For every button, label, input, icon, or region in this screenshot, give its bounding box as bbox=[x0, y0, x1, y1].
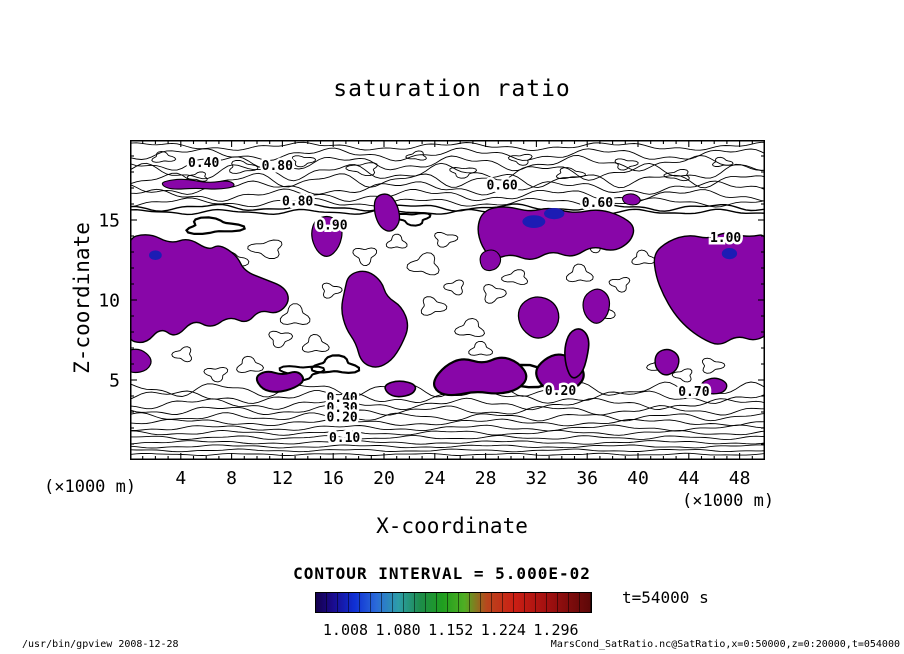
high-saturation-spot bbox=[522, 215, 546, 228]
contour-interval-text: CONTOUR INTERVAL = 5.000E-02 bbox=[293, 564, 591, 583]
supersaturated-region bbox=[373, 193, 401, 232]
x-tick-label: 48 bbox=[729, 468, 751, 489]
supersaturated-region bbox=[700, 377, 728, 395]
y-tick-label: 15 bbox=[98, 210, 120, 231]
contour-value-label: 0.60 bbox=[582, 196, 613, 211]
contour-value-label: 1.00 bbox=[710, 231, 741, 246]
y-tick-label: 10 bbox=[98, 290, 120, 311]
colorbar-tick-label: 1.152 bbox=[428, 621, 474, 639]
contour-value-label: 0.90 bbox=[316, 218, 347, 233]
supersaturated-region bbox=[479, 249, 502, 272]
contour-value-label: 0.80 bbox=[262, 159, 293, 174]
x-tick-label: 24 bbox=[424, 468, 446, 489]
colorbar-labels: 1.008 1.080 1.152 1.224 1.296 bbox=[315, 621, 592, 639]
colorbar-tick-label: 1.224 bbox=[480, 621, 526, 639]
supersaturated-region bbox=[341, 270, 409, 368]
dataset-footer: MarsCond_SatRatio.nc@SatRatio,x=0:50000,… bbox=[550, 639, 900, 650]
contour-value-label: 0.20 bbox=[545, 384, 576, 399]
x-axis-unit: (×1000 m) bbox=[682, 491, 775, 511]
high-saturation-spot bbox=[544, 208, 565, 220]
contour-value-label: 0.40 bbox=[188, 156, 219, 171]
y-axis-label: Z-coordinate bbox=[70, 222, 94, 374]
high-saturation-spot bbox=[721, 248, 738, 260]
supersaturated-region bbox=[161, 178, 235, 190]
y-tick-label: 5 bbox=[109, 370, 120, 391]
supersaturated-region bbox=[433, 356, 528, 397]
supersaturated-region bbox=[622, 193, 641, 206]
colorbar bbox=[315, 592, 592, 613]
supersaturated-region bbox=[653, 232, 765, 345]
contour-plot: 0.40 0.800.800.600.601.000.900.400.300.20… bbox=[98, 140, 765, 489]
supersaturated-region bbox=[517, 296, 560, 339]
x-tick-label: 44 bbox=[678, 468, 700, 489]
command-footer: /usr/bin/gpview 2008-12-28 bbox=[22, 639, 179, 650]
x-tick-label: 28 bbox=[475, 468, 497, 489]
high-saturation-spot bbox=[149, 250, 162, 260]
contour-value-label: 0.20 bbox=[326, 410, 357, 425]
x-tick-label: 36 bbox=[576, 468, 598, 489]
contour-value-label: 0.60 bbox=[486, 178, 517, 193]
contour-value-label: 0.80 bbox=[282, 194, 313, 209]
supersaturated-region bbox=[130, 348, 152, 374]
contour-value-label: 0.30 bbox=[326, 401, 357, 416]
x-tick-label: 20 bbox=[373, 468, 395, 489]
supersaturated-region bbox=[582, 288, 611, 324]
supersaturated-region bbox=[564, 328, 590, 379]
x-tick-label: 32 bbox=[526, 468, 548, 489]
chart-title: saturation ratio bbox=[333, 76, 571, 102]
contour-value-label: 0.40 bbox=[326, 391, 357, 406]
contour-value-label: 0.70 bbox=[678, 385, 709, 400]
x-tick-label: 40 bbox=[627, 468, 649, 489]
x-tick-label: 8 bbox=[226, 468, 237, 489]
supersaturated-region bbox=[130, 234, 289, 344]
axis-ticks bbox=[130, 140, 765, 460]
x-tick-label: 16 bbox=[322, 468, 344, 489]
plot-area: 0.40 0.80 0.80 0.60 0.60 1.00 0.90 0.40 0.30 0.20… bbox=[98, 140, 765, 489]
supersaturated-region bbox=[255, 370, 305, 393]
colorbar-segments bbox=[316, 593, 591, 612]
x-axis-label: X-coordinate bbox=[376, 514, 528, 538]
supersaturated-region bbox=[311, 215, 343, 257]
colorbar-tick-label: 1.080 bbox=[375, 621, 421, 639]
supersaturated-region bbox=[654, 348, 680, 376]
time-label: t=54000 s bbox=[622, 588, 709, 607]
colorbar-tick-label: 1.296 bbox=[533, 621, 579, 639]
x-tick-label: 12 bbox=[272, 468, 294, 489]
y-axis-unit: (×1000 m) bbox=[44, 477, 137, 497]
supersaturated-region bbox=[384, 380, 417, 398]
contour-field bbox=[130, 141, 765, 456]
x-tick-label: 4 bbox=[175, 468, 186, 489]
colorbar-tick-label: 1.008 bbox=[322, 621, 369, 639]
contour-value-label: 0.10 bbox=[329, 431, 360, 446]
